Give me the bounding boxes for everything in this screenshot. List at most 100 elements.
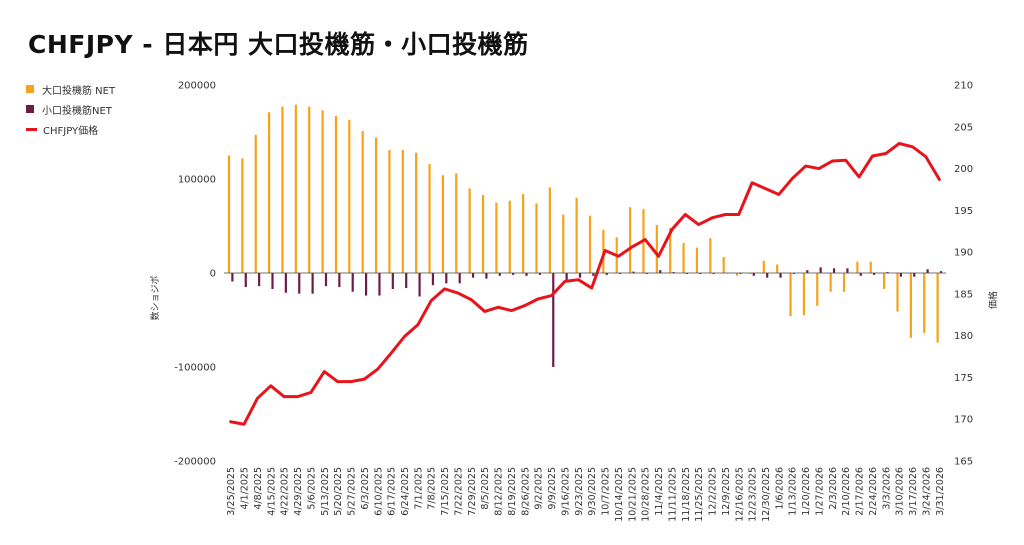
bar-large-30	[629, 207, 632, 273]
bar-small-11	[378, 273, 381, 296]
legend-swatch-large	[26, 85, 34, 93]
x-tick-label: 11/4/2025	[654, 467, 665, 516]
y-left-tick-label: 0	[210, 269, 216, 280]
bar-small-47	[859, 273, 862, 276]
x-tick-label: 2/17/2026	[855, 467, 866, 516]
large-spec-bars	[227, 104, 939, 343]
bar-large-41	[776, 264, 779, 273]
bar-small-10	[364, 273, 368, 296]
y-left-tick-label: 200000	[178, 81, 216, 92]
y-right-tick-label: 205	[954, 122, 973, 133]
small-spec-bars	[231, 267, 943, 367]
x-tick-label: 6/10/2025	[373, 467, 384, 516]
x-tick-label: 2/3/2026	[828, 467, 839, 510]
bar-large-10	[361, 131, 364, 273]
bar-large-35	[695, 247, 699, 273]
x-tick-label: 2/24/2026	[868, 467, 879, 516]
bar-small-26	[578, 273, 582, 278]
bar-large-17	[455, 173, 458, 273]
bar-large-21	[508, 200, 511, 273]
x-tick-label: 5/6/2025	[306, 467, 317, 510]
bar-small-30	[632, 271, 635, 273]
bar-small-7	[324, 273, 328, 287]
x-tick-label: 12/9/2025	[721, 467, 732, 516]
bar-small-36	[712, 273, 715, 274]
bar-large-19	[481, 194, 485, 273]
bar-large-11	[374, 137, 378, 273]
bar-small-4	[284, 273, 287, 293]
bar-large-33	[669, 227, 672, 273]
bar-small-27	[592, 273, 595, 276]
bar-large-48	[869, 261, 872, 273]
bar-large-49	[883, 273, 886, 289]
bar-small-38	[739, 273, 742, 274]
bar-large-50	[896, 273, 899, 312]
x-tick-label: 7/29/2025	[467, 467, 478, 516]
x-tick-label: 4/22/2025	[280, 467, 291, 516]
x-tick-label: 4/15/2025	[266, 467, 277, 516]
bar-large-18	[468, 188, 471, 273]
price-line	[229, 141, 941, 426]
bar-small-31	[645, 273, 648, 274]
legend-swatch-price	[26, 127, 37, 131]
bar-small-16	[445, 273, 448, 284]
bar-large-14	[415, 152, 418, 273]
x-tick-label: 6/3/2025	[360, 467, 371, 510]
bar-small-33	[672, 272, 675, 273]
x-tick-label: 6/24/2025	[400, 467, 411, 516]
bar-small-34	[685, 273, 689, 274]
y-left-axis-title: 数ショジポ	[149, 275, 161, 320]
y-left-tick-label: -200000	[174, 457, 216, 468]
x-tick-label: 4/8/2025	[253, 467, 264, 510]
bar-small-0	[231, 273, 234, 282]
bar-small-2	[258, 273, 261, 287]
bar-small-5	[298, 273, 301, 294]
y-right-tick-label: 195	[954, 206, 973, 217]
bar-large-15	[428, 163, 431, 273]
x-tick-label: 2/10/2026	[841, 467, 852, 516]
x-tick-label: 8/5/2025	[480, 467, 491, 510]
bar-large-32	[655, 225, 658, 273]
bar-large-8	[334, 116, 338, 274]
bar-small-25	[565, 273, 568, 281]
x-tick-label: 7/15/2025	[440, 467, 451, 516]
bar-large-4	[281, 106, 284, 274]
legend-item-small: 小口投機筋NET	[26, 99, 115, 119]
bar-small-24	[552, 273, 555, 367]
bar-large-44	[816, 273, 819, 306]
x-tick-label: 3/31/2026	[935, 467, 946, 516]
x-tick-label: 9/30/2025	[587, 467, 598, 516]
x-tick-label: 7/1/2025	[413, 467, 424, 510]
bar-small-22	[525, 273, 528, 276]
x-tick-label: 9/2/2025	[534, 467, 545, 510]
legend-swatch-small	[26, 105, 34, 113]
x-tick-label: 5/13/2025	[320, 467, 331, 516]
x-tick-label: 3/17/2026	[908, 467, 919, 516]
x-tick-label: 1/13/2026	[788, 467, 799, 516]
chart-title: CHFJPY - 日本円 大口投機筋・小口投機筋	[28, 30, 529, 59]
legend-label-price: CHFJPY価格	[43, 125, 99, 137]
bar-large-0	[227, 155, 231, 273]
bar-large-51	[909, 273, 912, 338]
x-tick-label: 12/16/2025	[734, 467, 745, 522]
bar-small-9	[351, 273, 354, 292]
bar-small-44	[819, 267, 822, 273]
price-line-layer	[229, 141, 941, 426]
bar-large-37	[722, 257, 725, 273]
bar-small-17	[458, 273, 461, 284]
bar-small-8	[338, 273, 341, 288]
bar-large-22	[522, 194, 525, 273]
x-tick-label: 10/28/2025	[641, 467, 652, 522]
bar-small-40	[766, 273, 769, 278]
bar-small-20	[498, 273, 501, 276]
bar-large-46	[842, 273, 846, 292]
x-tick-label: 9/23/2025	[574, 467, 585, 516]
bar-large-52	[923, 273, 926, 334]
bar-small-28	[605, 273, 608, 275]
x-tick-label: 9/16/2025	[560, 467, 571, 516]
y-right-tick-label: 190	[954, 248, 973, 259]
bar-small-21	[512, 273, 515, 275]
x-tick-label: 6/17/2025	[387, 467, 398, 516]
